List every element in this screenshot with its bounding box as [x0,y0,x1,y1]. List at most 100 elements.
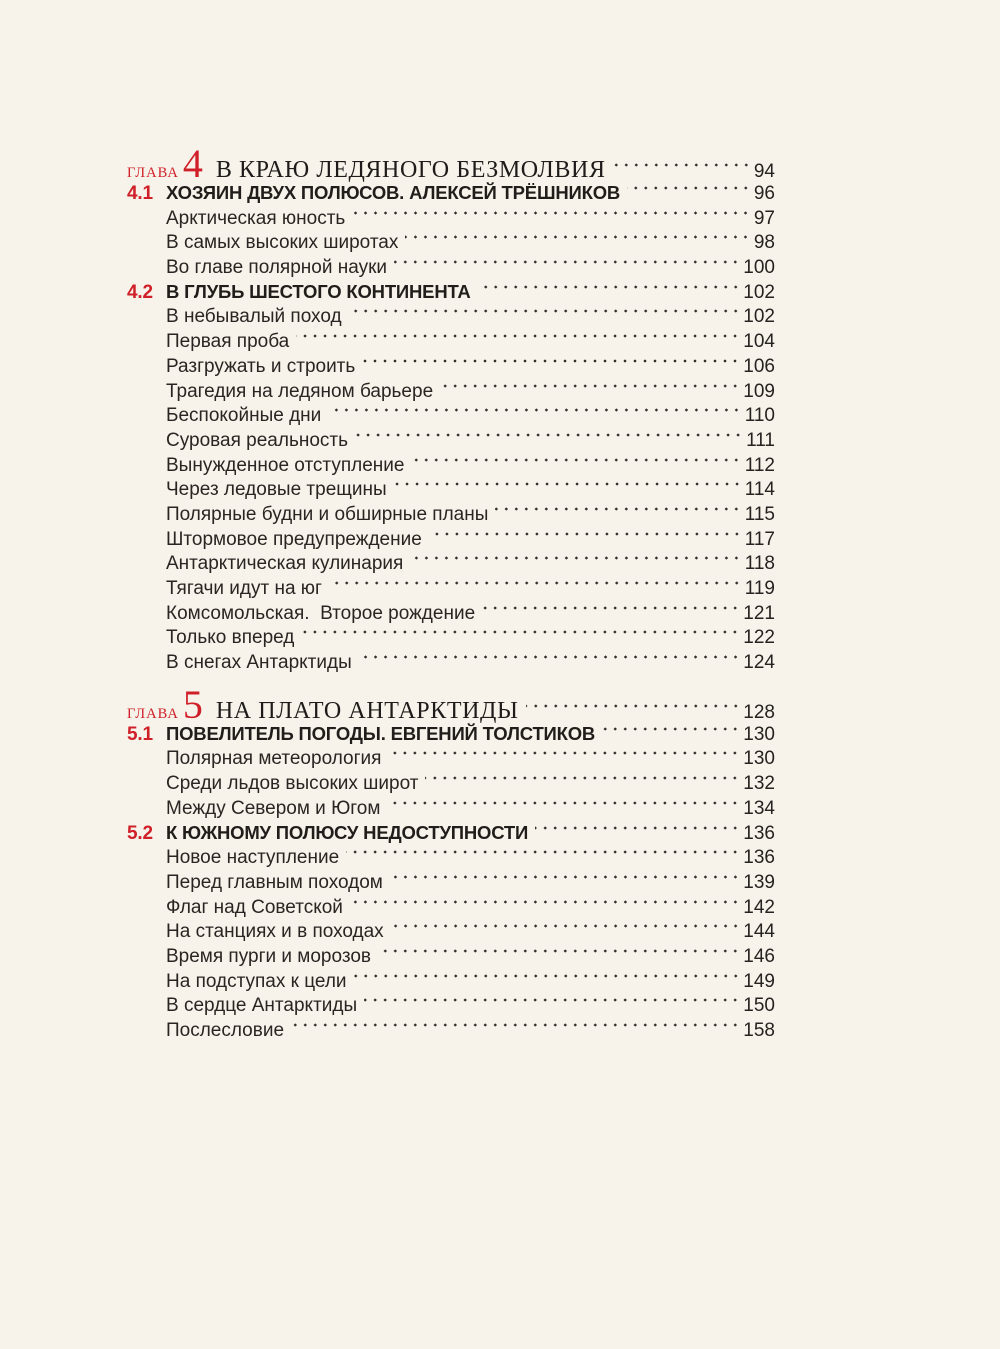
page-number: 119 [744,578,775,599]
page-number: 111 [746,429,775,451]
dot-leader [394,254,742,274]
page-number: 97 [753,207,775,229]
section-title: В ГЛУБЬ ШЕСТОГО КОНТИНЕНТА [166,280,471,302]
dot-leader [410,550,743,570]
page-number: 146 [743,945,775,967]
chapter-word: ГЛАВА [127,705,179,722]
toc-item-row: Флаг над Советской 142 [127,893,775,919]
toc-item-row: Штормовое предупреждение 117 [127,525,775,551]
page-number: 112 [744,454,775,476]
page-number: 136 [743,822,775,844]
toc-item-row: Разгружать и строить 106 [127,352,775,378]
dot-leader [378,942,742,962]
section-number: 5.1 [127,723,153,745]
item-title: В самых высоких широтах [166,232,399,254]
page-number: 106 [743,355,775,377]
toc-item-row: Суровая реальность 111 [127,426,775,452]
item-title: Разгружать и строить [166,355,356,377]
toc-item-row: В небывалый поход 102 [127,303,775,328]
toc-item-row: Арктическая юность 97 [127,204,775,230]
toc-item-row: Первая проба 104 [127,328,775,353]
dot-leader [364,992,742,1012]
toc-section-row: 5.1 ПОВЕЛИТЕЛЬ ПОГОДЫ. ЕВГЕНИЙ ТОЛСТИКОВ… [127,720,775,746]
dot-leader [362,352,742,372]
dot-leader [296,328,742,348]
item-title: Перед главным походом [166,871,383,893]
toc-chapter-row: ГЛАВА 5 НА ПЛАТО АНТАРКТИДЫ 128 [127,681,775,727]
dot-leader [390,918,742,938]
item-title: На подступах к цели [166,970,347,992]
toc-item-row: На станциях и в походах 144 [127,918,775,943]
section-number: 4.2 [127,281,153,303]
toc-item-row: В самых высоких широтах 98 [127,229,775,254]
item-title: Между Севером и Югом [166,797,381,819]
page-number: 109 [743,380,775,402]
dot-leader [328,402,743,422]
page-number: 98 [753,232,775,254]
chapter-number: 5 [182,681,203,727]
dot-leader [627,180,752,199]
page-number: 114 [744,479,775,501]
dot-leader [301,624,742,644]
page-number: 96 [753,183,775,204]
page-number: 104 [743,331,775,353]
toc-item-row: Между Севером и Югом 134 [127,794,775,820]
dot-leader [349,893,742,913]
dot-leader [405,229,752,249]
section-title: К ЮЖНОМУ ПОЛЮСУ НЕДОСТУПНОСТИ [166,821,529,843]
toc-item-row: Тягачи идут на юг 119 [127,575,775,600]
page-number: 139 [743,871,775,893]
dot-leader [425,770,742,790]
page-number: 150 [743,995,775,1017]
section-number: 5.2 [127,822,153,844]
dot-leader [477,278,742,298]
page-number: 100 [743,257,775,279]
dot-leader [482,599,742,619]
item-title: Полярные будни и обширные планы [166,503,489,525]
item-title: Послесловие [166,1020,285,1041]
dot-leader [388,745,742,765]
page-number: 94 [753,161,775,182]
toc-item-row: Вынужденное отступление 112 [127,451,775,477]
item-title: Время пурги и морозов [166,945,372,967]
toc-item-row: Через ледовые трещины 114 [127,476,775,501]
item-title: Новое наступление [166,847,340,869]
toc-item-row: Во главе полярной науки 100 [127,254,775,279]
page-number: 102 [743,306,775,328]
dot-leader [352,204,752,224]
dot-leader [358,649,742,669]
page-number: 122 [743,627,775,649]
toc-item-row: Антарктическая кулинария 118 [127,550,775,575]
item-title: Через ледовые трещины [166,479,387,501]
toc-item-row: Полярные будни и обширные планы 115 [127,500,775,526]
dot-leader [328,575,743,594]
toc-section-row: 4.1 ХОЗЯИН ДВУХ ПОЛЮСОВ. АЛЕКСЕЙ ТРЁШНИК… [127,180,775,205]
dot-leader [495,500,743,520]
item-title: Беспокойные дни [166,405,322,427]
dot-leader [535,819,742,839]
dot-leader [525,698,742,718]
toc-section-row: 4.2 В ГЛУБЬ ШЕСТОГО КОНТИНЕНТА 102 [127,278,775,304]
item-title: Флаг над Советской [166,896,343,918]
toc-item-row: Новое наступление 136 [127,844,775,869]
section-title: ХОЗЯИН ДВУХ ПОЛЮСОВ. АЛЕКСЕЙ ТРЁШНИКОВ [166,182,621,203]
toc-list: ГЛАВА 4 В КРАЮ ЛЕДЯНОГО БЕЗМОЛВИЯ 94 4.1… [127,140,775,1042]
page-number: 128 [743,701,775,723]
page-number: 158 [743,1020,775,1041]
item-title: На станциях и в походах [166,921,384,943]
dot-leader [346,844,742,864]
item-title: В сердце Антарктиды [166,995,358,1017]
section-number: 4.1 [127,183,153,204]
item-title: В снегах Антарктиды [166,652,352,674]
page-number: 130 [743,748,775,770]
chapter-title: НА ПЛАТО АНТАРКТИДЫ [215,697,519,724]
item-title: Антарктическая кулинария [166,553,404,575]
chapter-number: 4 [182,141,203,186]
chapter-word: ГЛАВА [127,165,179,181]
dot-leader [602,720,742,740]
toc-item-row: На подступах к цели 149 [127,967,775,993]
dot-leader [387,794,742,814]
toc-item-row: Среди льдов высоких широт 132 [127,770,775,795]
page-number: 115 [744,503,775,525]
